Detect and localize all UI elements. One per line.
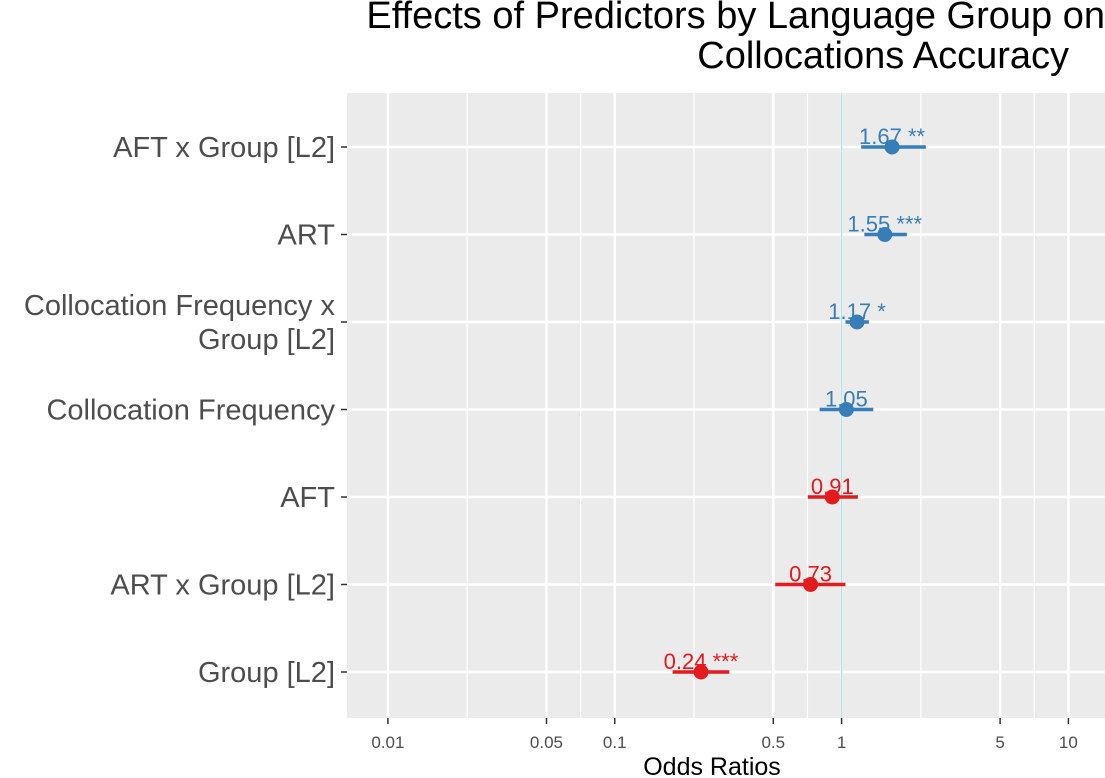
estimate-point [849,314,865,330]
x-tick-label: 0.5 [761,733,785,752]
value-label: 1.67 ** [859,124,925,149]
x-tick-label: 1 [837,733,846,752]
chart-title: Effects of Predictors by Language Group … [0,0,1105,76]
plot-panel [347,93,1105,718]
y-axis-label: ART [278,220,336,252]
estimate-point [693,664,709,680]
y-axis-label: Collocation Frequency x [24,290,336,322]
y-axis-label: Group [L2] [198,324,335,356]
chart-title-line-1: Effects of Predictors by Language Group … [366,0,1105,37]
x-axis-title: Odds Ratios [643,753,781,778]
y-axis-label: Collocation Frequency [46,395,335,427]
y-axis-label: ART x Group [L2] [110,570,335,602]
y-axis-label: AFT x Group [L2] [113,132,335,164]
value-label: 0.24 *** [664,649,739,674]
estimate-point [824,489,840,505]
x-tick-label: 5 [995,733,1004,752]
value-label: 0.73 [789,562,832,587]
estimate-point [884,139,900,155]
value-label: 1.55 *** [847,212,922,237]
y-axis-label: Group [L2] [198,657,335,689]
estimate-point [877,227,893,242]
x-tick-label: 10 [1059,733,1078,752]
value-label: 1.17 * [828,299,886,324]
x-tick-label: 0.01 [371,733,404,752]
x-tick-label: 0.1 [603,733,627,752]
x-tick-label: 0.05 [530,733,563,752]
y-axis-label: AFT [280,482,335,514]
value-label: 1.05 [825,387,868,412]
chart-title-line-2: Collocations Accuracy [697,35,1069,77]
value-label: 0.91 [811,474,854,499]
estimate-point [803,577,819,592]
estimate-point [838,402,854,417]
